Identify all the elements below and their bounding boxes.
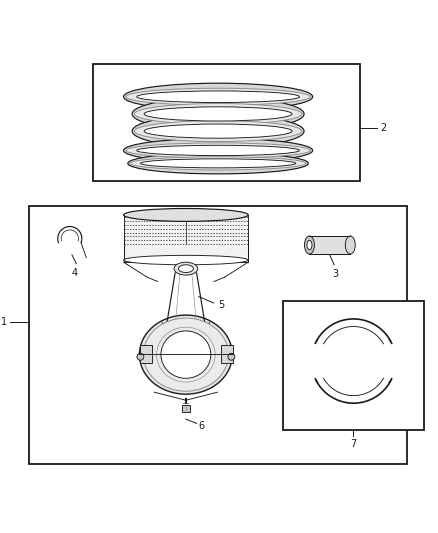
Ellipse shape: [174, 262, 198, 275]
Text: 6: 6: [198, 421, 204, 431]
Bar: [182, 405, 190, 412]
Bar: [124, 215, 248, 262]
Bar: [283, 301, 424, 430]
Text: 3: 3: [332, 269, 338, 279]
Ellipse shape: [134, 103, 302, 124]
Ellipse shape: [124, 208, 248, 221]
Ellipse shape: [124, 255, 248, 265]
Ellipse shape: [307, 240, 312, 249]
Ellipse shape: [304, 236, 314, 254]
Bar: [29, 206, 407, 464]
Ellipse shape: [130, 157, 306, 170]
Ellipse shape: [143, 318, 228, 391]
Ellipse shape: [132, 98, 304, 131]
Text: 7: 7: [350, 439, 357, 449]
Ellipse shape: [126, 143, 310, 158]
Text: 2: 2: [381, 123, 387, 133]
Ellipse shape: [228, 353, 235, 360]
Ellipse shape: [137, 146, 300, 156]
Bar: [93, 64, 360, 181]
Bar: [309, 236, 350, 254]
Ellipse shape: [124, 83, 313, 110]
Ellipse shape: [137, 353, 144, 360]
Ellipse shape: [128, 153, 308, 174]
Ellipse shape: [178, 265, 194, 272]
Text: 4: 4: [72, 268, 78, 278]
Ellipse shape: [161, 331, 211, 378]
Text: 5: 5: [218, 300, 224, 310]
Ellipse shape: [124, 139, 313, 163]
Ellipse shape: [144, 124, 292, 138]
Ellipse shape: [132, 115, 304, 148]
Ellipse shape: [141, 159, 296, 168]
Ellipse shape: [126, 88, 310, 105]
Ellipse shape: [139, 315, 232, 394]
Ellipse shape: [137, 91, 300, 102]
Bar: [221, 345, 233, 363]
Ellipse shape: [144, 107, 292, 121]
Bar: [141, 345, 152, 363]
Ellipse shape: [345, 236, 355, 254]
Ellipse shape: [134, 120, 302, 142]
Text: 1: 1: [0, 317, 7, 327]
